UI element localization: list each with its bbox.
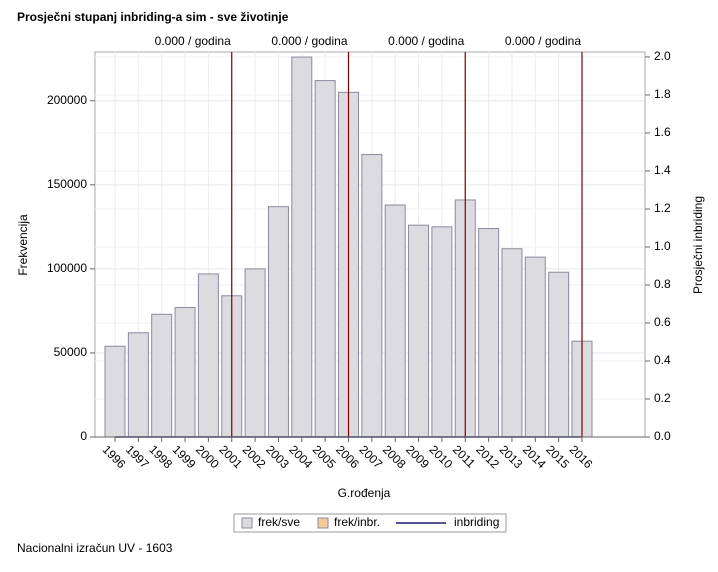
legend-swatch [317, 517, 329, 529]
bar [361, 154, 383, 438]
bar [197, 273, 219, 438]
x-tick-label: 2005 [310, 442, 339, 471]
reference-label: 0.000 / godina [505, 34, 581, 48]
x-tick-label: 1997 [123, 442, 152, 471]
y2-axis-label: Prosječni inbriding [691, 196, 705, 294]
y2-tick-label: 1.0 [654, 239, 671, 253]
reference-label: 0.000 / godina [388, 34, 464, 48]
x-tick-label: 2015 [543, 442, 572, 471]
x-tick-label: 2000 [193, 442, 222, 471]
x-tick-label: 2003 [263, 442, 292, 471]
chart-title: Prosječni stupanj inbriding-a sim - sve … [17, 10, 289, 24]
x-tick-label: 1998 [146, 442, 175, 471]
y2-tick-label: 0.8 [654, 277, 671, 291]
y2-tick-label: 1.4 [654, 163, 671, 177]
legend-label: inbriding [454, 515, 499, 529]
x-tick-label: 2010 [427, 442, 456, 471]
bar [291, 56, 313, 438]
y2-tick-label: 2.0 [654, 49, 671, 63]
bar [314, 80, 336, 438]
x-tick-label: 2012 [473, 442, 502, 471]
y-axis-label: Frekvencija [16, 214, 30, 276]
bar [478, 228, 500, 438]
y-tick-label: 0 [80, 429, 87, 443]
bar [408, 224, 430, 438]
y2-tick-label: 1.6 [654, 125, 671, 139]
y2-tick-label: 0.2 [654, 391, 671, 405]
x-tick-label: 2004 [286, 442, 315, 471]
legend-box [233, 513, 507, 533]
x-tick-label: 2013 [497, 442, 526, 471]
bar [104, 345, 126, 438]
bar [244, 268, 266, 438]
bar [524, 256, 546, 438]
bar [127, 332, 149, 438]
bar [174, 307, 196, 438]
reference-label: 0.000 / godina [155, 34, 231, 48]
bar [384, 204, 406, 438]
y-tick-label: 50000 [54, 345, 88, 359]
x-tick-label: 2016 [567, 442, 596, 471]
x-tick-label: 2014 [520, 442, 549, 471]
x-tick-label: 2007 [356, 442, 385, 471]
x-tick-label: 1999 [170, 442, 199, 471]
reference-label: 0.000 / godina [271, 34, 347, 48]
legend-label: frek/inbr. [334, 515, 380, 529]
x-axis-label: G.rođenja [338, 486, 391, 500]
x-tick-label: 2002 [240, 442, 269, 471]
x-tick-label: 2009 [403, 442, 432, 471]
y2-tick-label: 0.0 [654, 429, 671, 443]
y-tick-label: 100000 [47, 261, 87, 275]
x-tick-label: 1996 [100, 442, 129, 471]
legend-swatch [241, 517, 253, 529]
x-tick-label: 2006 [333, 442, 362, 471]
bar [431, 226, 453, 438]
y2-tick-label: 1.2 [654, 201, 671, 215]
bar [501, 248, 523, 438]
y2-tick-label: 0.4 [654, 353, 671, 367]
y2-tick-label: 1.8 [654, 87, 671, 101]
y-tick-label: 200000 [47, 93, 87, 107]
bar [548, 271, 570, 438]
x-tick-label: 2001 [216, 442, 245, 471]
footnote: Nacionalni izračun UV - 1603 [17, 541, 173, 555]
bar [267, 206, 289, 438]
x-tick-label: 2011 [450, 442, 478, 470]
y2-tick-label: 0.6 [654, 315, 671, 329]
x-tick-label: 2008 [380, 442, 409, 471]
bar [151, 313, 173, 438]
y-tick-label: 150000 [47, 177, 87, 191]
legend-label: frek/sve [258, 515, 300, 529]
